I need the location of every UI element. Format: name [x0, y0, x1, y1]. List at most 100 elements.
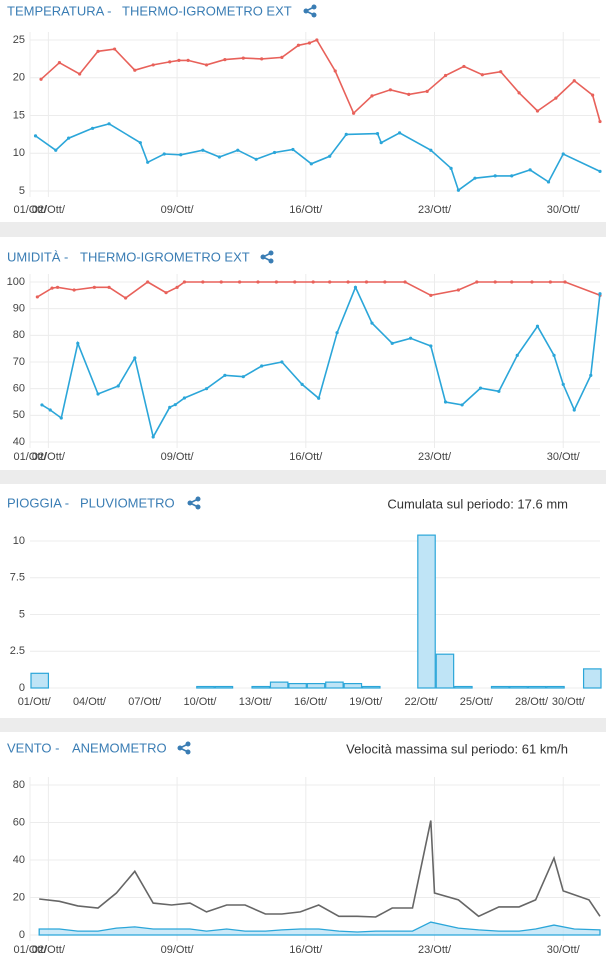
x-tick-label: 23/Ott/ [418, 204, 452, 216]
point [59, 416, 63, 420]
bar [288, 682, 307, 689]
point [133, 68, 137, 72]
point [572, 79, 576, 83]
x-tick-label: 01/Ott/ [18, 696, 52, 708]
bar [306, 682, 326, 689]
y-tick-label: 60 [13, 383, 25, 395]
bar [454, 685, 473, 689]
panel-subtitle: PLUVIOMETRO [80, 495, 175, 510]
y-tick-label: 5 [19, 185, 25, 197]
x-tick-label: 10/Ott/ [183, 696, 217, 708]
point [54, 148, 58, 152]
point [478, 386, 483, 390]
bar [527, 685, 547, 689]
x-tick-label: 04/Ott/ [73, 696, 107, 708]
y-tick-label: 7.5 [10, 572, 25, 584]
point [462, 64, 466, 69]
point [311, 280, 315, 284]
point [151, 63, 155, 67]
point [217, 155, 221, 159]
point [280, 55, 284, 59]
panel-title: PIOGGIA - [7, 495, 69, 510]
point [403, 280, 407, 284]
x-tick-label: 23/Ott/ [418, 944, 452, 956]
share-button[interactable] [303, 4, 317, 18]
y-tick-label: 0 [19, 929, 25, 941]
point [589, 373, 593, 377]
x-tick-label: 23/Ott/ [418, 451, 452, 463]
share-button[interactable] [177, 741, 191, 755]
point [563, 280, 567, 284]
point [48, 408, 52, 412]
point [300, 382, 304, 386]
panel-title: UMIDITÀ - [7, 249, 68, 264]
panel-title: TEMPERATURA - [7, 3, 112, 18]
point [473, 176, 477, 180]
point [352, 111, 356, 115]
point [92, 285, 96, 289]
point [561, 152, 565, 156]
point [39, 77, 43, 81]
point [201, 280, 205, 284]
line [36, 281, 601, 299]
y-tick-label: 100 [7, 276, 25, 288]
point [510, 280, 514, 284]
point [293, 280, 297, 284]
point [429, 148, 433, 152]
bar [361, 685, 381, 689]
share-button[interactable] [260, 250, 274, 264]
point [182, 280, 187, 284]
y-tick-label: 20 [13, 891, 25, 903]
separator [0, 470, 606, 484]
x-tick-label: 16/Ott/ [289, 204, 323, 216]
bar [417, 534, 436, 689]
bar [435, 653, 455, 689]
point [561, 382, 565, 386]
point [552, 353, 556, 357]
point [291, 147, 295, 152]
point [572, 408, 576, 412]
point [116, 384, 120, 388]
point [223, 373, 227, 377]
point [460, 403, 464, 407]
panel-title: VENTO - [7, 740, 60, 755]
point [40, 403, 44, 407]
point [353, 285, 358, 289]
point [443, 73, 448, 78]
panel-subtitle: THERMO-IGROMETRO EXT [80, 249, 250, 264]
x-tick-label: 19/Ott/ [349, 696, 383, 708]
y-tick-label: 0 [19, 682, 25, 694]
point [517, 91, 521, 95]
share-button[interactable] [187, 496, 201, 510]
point [309, 162, 313, 166]
y-tick-label: 15 [13, 109, 25, 121]
point [124, 296, 128, 300]
point [151, 435, 155, 439]
point [168, 405, 172, 409]
point [407, 92, 411, 96]
point [175, 285, 179, 289]
point [223, 58, 227, 62]
point [554, 96, 558, 100]
point [241, 56, 245, 60]
point [475, 280, 479, 284]
point [72, 288, 76, 292]
point [456, 288, 461, 292]
y-tick-label: 40 [13, 854, 25, 866]
point [96, 392, 100, 396]
bar [582, 668, 602, 689]
point [443, 400, 448, 404]
y-tick-label: 80 [13, 329, 25, 341]
point [219, 280, 223, 284]
point [182, 396, 187, 400]
annotation: Velocità massima sul periodo: 61 km/h [346, 741, 568, 756]
point [164, 291, 168, 295]
point [530, 280, 534, 284]
point [35, 295, 39, 299]
point [535, 324, 540, 328]
x-tick-label: 01/Ott/ [13, 944, 47, 956]
point [429, 293, 433, 297]
y-tick-label: 40 [13, 436, 25, 448]
point [598, 292, 602, 296]
